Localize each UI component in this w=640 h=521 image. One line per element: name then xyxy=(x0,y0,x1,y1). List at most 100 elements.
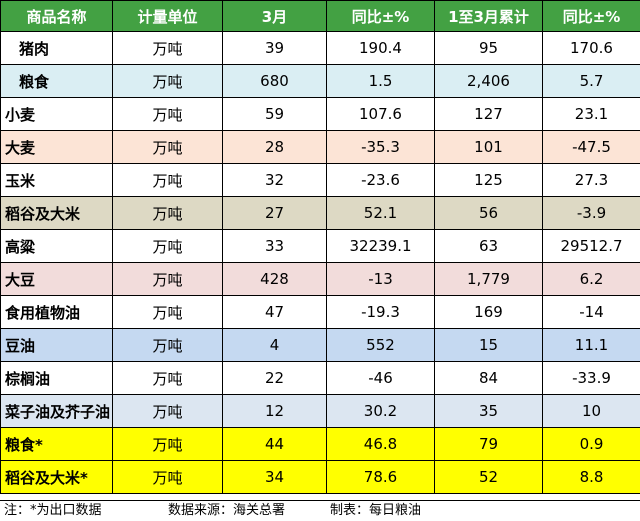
cell-yoy: 552 xyxy=(327,329,435,362)
cell-yoy: -35.3 xyxy=(327,131,435,164)
header-cell-unit: 计量单位 xyxy=(113,1,223,32)
cell-yoy: 107.6 xyxy=(327,98,435,131)
cell-march: 12 xyxy=(223,395,327,428)
cell-cumulative: 15 xyxy=(435,329,543,362)
cell-cumulative: 101 xyxy=(435,131,543,164)
cell-cumulative: 35 xyxy=(435,395,543,428)
cell-yoy: 32239.1 xyxy=(327,230,435,263)
cell-march: 34 xyxy=(223,461,327,494)
cell-commodity: 粮食 xyxy=(1,65,113,98)
header-cell-name: 商品名称 xyxy=(1,1,113,32)
cell-cumulative-yoy: 0.9 xyxy=(543,428,640,461)
cell-march: 32 xyxy=(223,164,327,197)
cell-cumulative: 56 xyxy=(435,197,543,230)
footer-maker: 制表：每日粮油 xyxy=(330,501,421,521)
cell-commodity: 小麦 xyxy=(1,98,113,131)
cell-commodity: 高粱 xyxy=(1,230,113,263)
cell-unit: 万吨 xyxy=(113,32,223,65)
cell-march: 33 xyxy=(223,230,327,263)
cell-cumulative: 1,779 xyxy=(435,263,543,296)
cell-unit: 万吨 xyxy=(113,65,223,98)
cell-commodity: 稻谷及大米 xyxy=(1,197,113,230)
cell-unit: 万吨 xyxy=(113,362,223,395)
cell-commodity: 豆油 xyxy=(1,329,113,362)
cell-cumulative-yoy: 170.6 xyxy=(543,32,640,65)
header-cell-march: 3月 xyxy=(223,1,327,32)
cell-cumulative-yoy: -14 xyxy=(543,296,640,329)
cell-yoy: 52.1 xyxy=(327,197,435,230)
cell-cumulative-yoy: 8.8 xyxy=(543,461,640,494)
header-row: 商品名称 计量单位 3月 同比±% 1至3月累计 同比±% xyxy=(1,1,640,32)
cell-cumulative-yoy: -3.9 xyxy=(543,197,640,230)
cell-march: 4 xyxy=(223,329,327,362)
cell-commodity: 大麦 xyxy=(1,131,113,164)
cell-commodity: 菜子油及芥子油 xyxy=(1,395,113,428)
cell-yoy: 30.2 xyxy=(327,395,435,428)
cell-unit: 万吨 xyxy=(113,329,223,362)
cell-cumulative: 79 xyxy=(435,428,543,461)
cell-cumulative: 52 xyxy=(435,461,543,494)
cell-cumulative: 125 xyxy=(435,164,543,197)
cell-cumulative: 127 xyxy=(435,98,543,131)
cell-march: 39 xyxy=(223,32,327,65)
cell-commodity: 稻谷及大米* xyxy=(1,461,113,494)
cell-cumulative-yoy: 6.2 xyxy=(543,263,640,296)
cell-march: 680 xyxy=(223,65,327,98)
cell-march: 28 xyxy=(223,131,327,164)
cell-unit: 万吨 xyxy=(113,461,223,494)
cell-yoy: -46 xyxy=(327,362,435,395)
header-cell-yoy: 同比±% xyxy=(327,1,435,32)
cell-commodity: 食用植物油 xyxy=(1,296,113,329)
cell-yoy: 1.5 xyxy=(327,65,435,98)
cell-cumulative-yoy: 11.1 xyxy=(543,329,640,362)
header-cell-cumulative-yoy: 同比±% xyxy=(543,1,640,32)
cell-commodity: 棕榈油 xyxy=(1,362,113,395)
cell-yoy: 46.8 xyxy=(327,428,435,461)
cell-unit: 万吨 xyxy=(113,296,223,329)
cell-cumulative: 63 xyxy=(435,230,543,263)
footer-source: 数据来源：海关总署 xyxy=(168,501,285,521)
cell-unit: 万吨 xyxy=(113,98,223,131)
cell-unit: 万吨 xyxy=(113,197,223,230)
cell-cumulative-yoy: -47.5 xyxy=(543,131,640,164)
cell-unit: 万吨 xyxy=(113,164,223,197)
cell-march: 428 xyxy=(223,263,327,296)
cell-cumulative: 84 xyxy=(435,362,543,395)
cell-cumulative-yoy: 27.3 xyxy=(543,164,640,197)
cell-march: 22 xyxy=(223,362,327,395)
cell-yoy: 190.4 xyxy=(327,32,435,65)
header-cell-cumulative: 1至3月累计 xyxy=(435,1,543,32)
cell-cumulative-yoy: 29512.7 xyxy=(543,230,640,263)
cell-cumulative-yoy: 5.7 xyxy=(543,65,640,98)
footer-note: 注：*为出口数据 xyxy=(4,501,102,521)
cell-yoy: -19.3 xyxy=(327,296,435,329)
cell-cumulative: 95 xyxy=(435,32,543,65)
cell-march: 47 xyxy=(223,296,327,329)
cell-cumulative-yoy: 23.1 xyxy=(543,98,640,131)
cell-commodity: 粮食* xyxy=(1,428,113,461)
cell-commodity: 玉米 xyxy=(1,164,113,197)
cell-march: 27 xyxy=(223,197,327,230)
cell-unit: 万吨 xyxy=(113,395,223,428)
cell-yoy: 78.6 xyxy=(327,461,435,494)
cell-march: 59 xyxy=(223,98,327,131)
cell-march: 44 xyxy=(223,428,327,461)
cell-unit: 万吨 xyxy=(113,230,223,263)
table-footer: 注：*为出口数据 数据来源：海关总署 制表：每日粮油 xyxy=(0,500,640,521)
cell-commodity: 猪肉 xyxy=(1,32,113,65)
cell-unit: 万吨 xyxy=(113,263,223,296)
cell-cumulative-yoy: -33.9 xyxy=(543,362,640,395)
cell-commodity: 大豆 xyxy=(1,263,113,296)
